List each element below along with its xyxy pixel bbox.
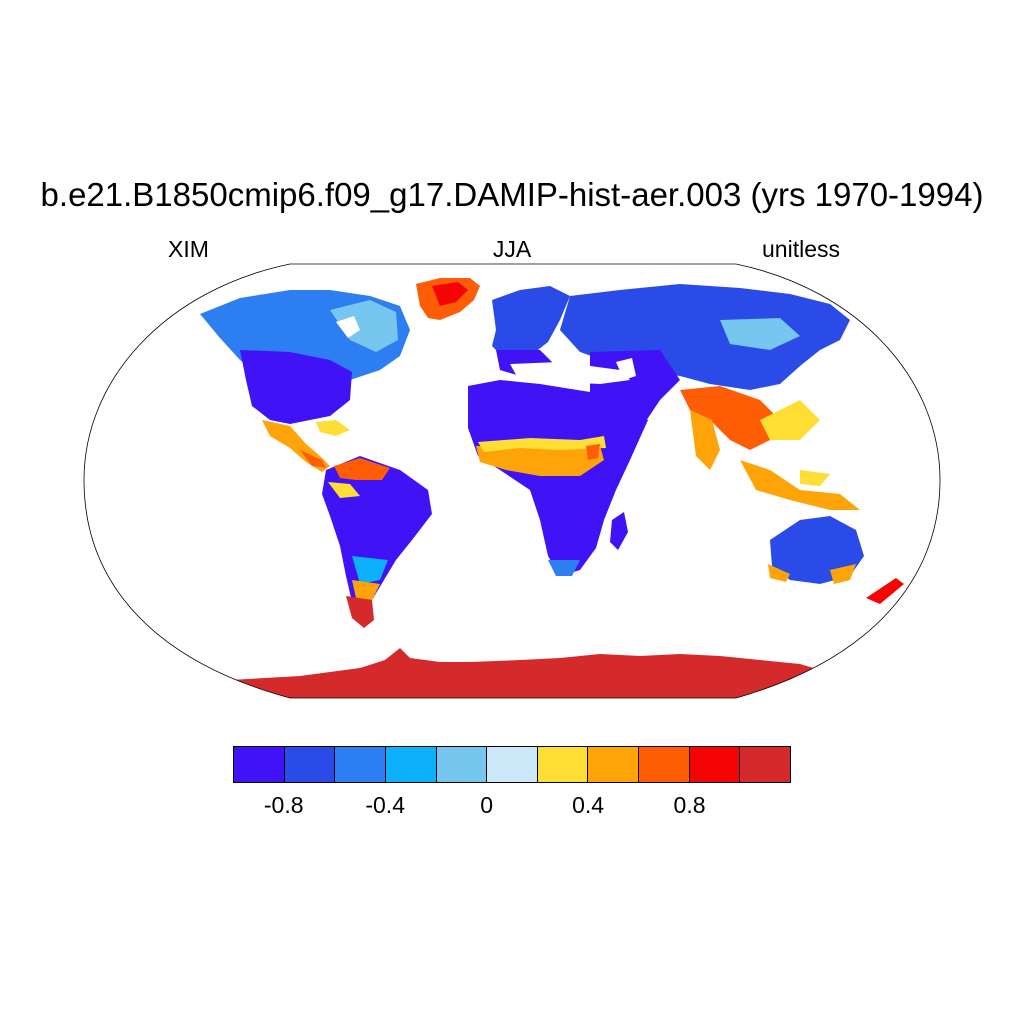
colorbar-cell (284, 747, 336, 782)
left-label: XIM (168, 236, 209, 262)
colorbar-tick-label: -0.8 (263, 792, 304, 818)
region-south-america (322, 456, 432, 620)
region-north-america-south (240, 350, 352, 424)
colorbar-cell (335, 747, 386, 782)
colorbar-cell (234, 747, 285, 782)
colorbar-cell (436, 747, 488, 782)
center-label: JJA (492, 236, 532, 262)
region-antarctica (230, 648, 820, 698)
colorbar-tick-label: 0.4 (572, 792, 605, 818)
colorbar-cell (740, 747, 791, 782)
right-label: unitless (762, 236, 840, 262)
colorbar-cell (487, 747, 538, 782)
plot-title: b.e21.B1850cmip6.f09_g17.DAMIP-hist-aer.… (40, 176, 984, 213)
colorbar-tick-label: -0.4 (365, 792, 405, 818)
region-australia (770, 516, 864, 584)
colorbar-tick-label: 0.8 (673, 792, 706, 818)
region-new-zealand (866, 578, 904, 604)
colorbar-cell (385, 747, 437, 782)
region-europe (492, 286, 570, 360)
colorbar-cell (588, 747, 640, 782)
colorbar-cell (537, 747, 589, 782)
colorbar-cell (639, 747, 690, 782)
region-africa (468, 380, 648, 576)
colorbar-tick-label: 0 (480, 792, 494, 818)
map-boundary (83, 263, 941, 699)
colorbar-cell (689, 747, 741, 782)
colorbar (233, 746, 791, 783)
